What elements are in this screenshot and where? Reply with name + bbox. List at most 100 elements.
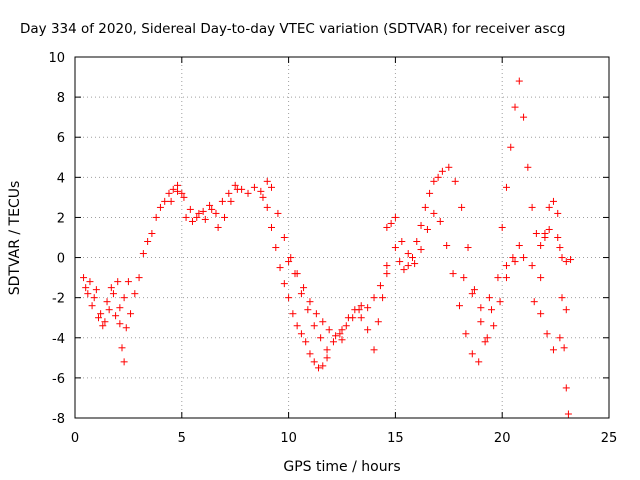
data-point (124, 278, 132, 286)
data-point (558, 254, 566, 262)
data-point (250, 183, 258, 191)
data-point (468, 290, 476, 298)
data-point (152, 213, 160, 221)
data-point (451, 177, 459, 185)
data-point (357, 314, 365, 322)
data-point (458, 203, 466, 211)
data-point (417, 221, 425, 229)
data-point (84, 290, 92, 298)
data-point (436, 217, 444, 225)
data-point (302, 338, 310, 346)
data-point (398, 238, 406, 246)
data-point (285, 294, 293, 302)
data-point (315, 364, 323, 372)
data-point (374, 318, 382, 326)
data-point (383, 270, 391, 278)
data-point (82, 284, 90, 292)
data-point (233, 185, 241, 193)
data-point (114, 278, 122, 286)
data-point (107, 284, 115, 292)
data-point (554, 234, 562, 241)
data-point (90, 294, 98, 302)
data-point (342, 322, 350, 330)
data-point (272, 244, 280, 252)
data-point (214, 223, 222, 231)
data-point (329, 338, 337, 346)
data-point (274, 209, 282, 217)
series-arc-j (357, 270, 391, 322)
data-point (438, 167, 446, 175)
data-point (103, 298, 111, 306)
series-arc-a (80, 274, 128, 366)
data-point (186, 205, 194, 213)
grid-layer (75, 57, 609, 418)
data-point (109, 290, 117, 298)
data-point (182, 213, 190, 221)
data-point (511, 258, 519, 266)
data-point (268, 183, 276, 191)
data-point (404, 262, 412, 270)
data-point (144, 238, 152, 246)
data-point (174, 181, 182, 189)
y-tick-label: -2 (52, 292, 65, 307)
data-point (562, 258, 570, 266)
data-point (338, 326, 346, 334)
data-point (462, 330, 470, 338)
data-point (449, 270, 457, 278)
data-point (135, 274, 143, 282)
data-point (434, 173, 442, 181)
data-point (524, 163, 532, 171)
data-point (528, 262, 536, 270)
data-point (165, 189, 173, 197)
data-point (259, 193, 267, 201)
data-point (408, 254, 416, 262)
data-point (556, 334, 564, 342)
data-point (306, 350, 314, 358)
data-point (567, 256, 575, 264)
series-arc-f (259, 193, 331, 372)
data-point (221, 213, 229, 221)
data-point (376, 282, 384, 290)
data-point (560, 344, 568, 352)
x-tick-label: 25 (601, 431, 618, 446)
data-point (387, 219, 395, 227)
data-point (116, 304, 124, 312)
series-arc-i (338, 262, 391, 354)
data-point (413, 238, 421, 246)
series-arc-o (498, 77, 553, 250)
data-point (464, 244, 472, 252)
data-point (88, 302, 96, 310)
data-point (520, 254, 528, 262)
y-tick-label: -8 (52, 412, 65, 427)
data-point (364, 304, 372, 312)
data-point (545, 203, 553, 211)
data-point (218, 197, 226, 205)
data-point (323, 354, 331, 362)
series-arc-k (383, 167, 446, 274)
data-point (515, 77, 523, 85)
data-point (231, 181, 239, 189)
data-point (244, 189, 252, 197)
series-arc-m (445, 163, 523, 342)
data-point (306, 298, 314, 306)
data-point (549, 346, 557, 354)
data-point (118, 344, 126, 352)
points-layer (80, 77, 575, 418)
data-point (421, 203, 429, 211)
data-point (383, 223, 391, 231)
data-point (537, 310, 545, 318)
x-tick-labels: 0 5 10 15 20 25 (71, 431, 617, 446)
x-tick-label: 0 (71, 431, 79, 446)
data-point (541, 229, 549, 237)
data-point (564, 410, 572, 418)
data-point (498, 223, 506, 231)
data-point (193, 213, 201, 221)
x-tick-label: 15 (387, 431, 404, 446)
data-point (325, 326, 333, 334)
data-point (178, 189, 186, 197)
data-point (116, 320, 124, 328)
data-point (148, 229, 156, 237)
data-point (475, 358, 483, 366)
x-tick-label: 10 (280, 431, 297, 446)
